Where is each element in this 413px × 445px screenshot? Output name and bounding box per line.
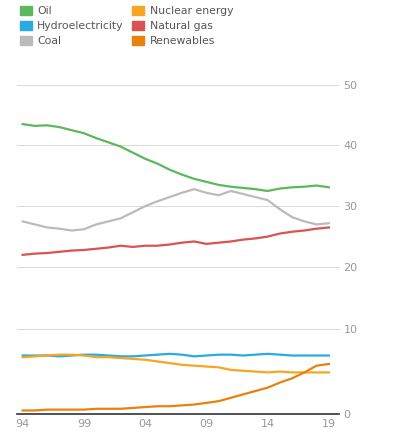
Legend: Oil, Hydroelectricity, Coal, Nuclear energy, Natural gas, Renewables: Oil, Hydroelectricity, Coal, Nuclear ene…: [16, 2, 237, 50]
